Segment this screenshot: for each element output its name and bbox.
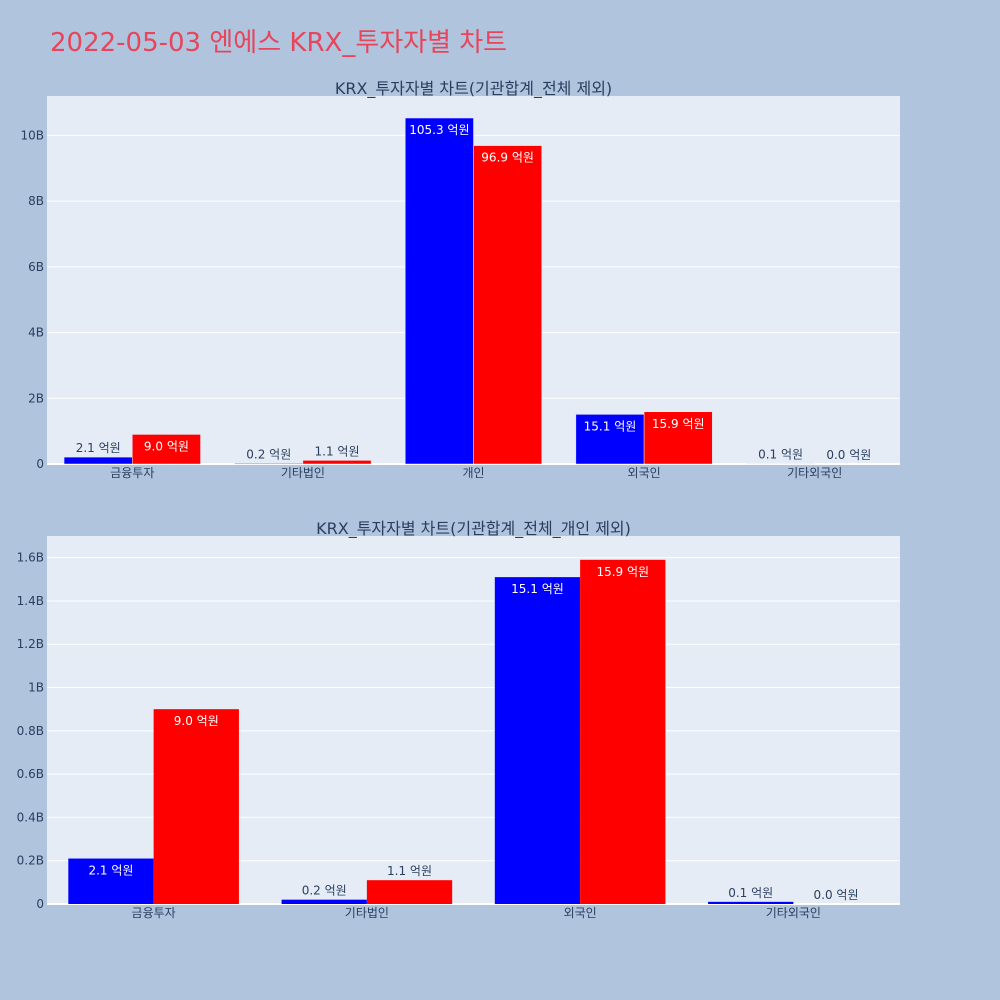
bar [302,460,372,465]
bar [63,456,133,465]
y-tick-label: 1B [28,681,44,695]
bar [132,434,201,465]
x-tick-label: 외국인 [628,466,661,480]
y-tick-label: 1.4B [17,594,44,608]
x-tick-label: 기타법인 [281,466,325,480]
y-tick-label: 0 [36,897,44,911]
data-label: 1.1 억원 [315,444,360,458]
bar [575,414,645,465]
x-tick-label: 개인 [462,466,484,480]
y-tick-label: 0.2B [17,854,44,868]
y-tick-label: 1.2B [17,637,44,651]
y-tick-label: 0.4B [17,810,44,824]
data-label: 0.0 억원 [826,448,871,462]
data-label: 15.1 억원 [584,419,637,433]
bar [153,709,239,904]
data-label: 2.1 억원 [76,441,121,455]
data-label: 0.2 억원 [246,447,291,461]
data-label: 0.0 억원 [814,888,859,902]
y-tick-label: 4B [28,326,44,340]
y-tick-label: 0.8B [17,724,44,738]
data-label: 105.3 억원 [409,123,469,137]
bar [643,411,713,465]
data-label: 9.0 억원 [174,714,219,728]
bar [494,577,581,904]
page-title: 2022-05-03 엔에스 KRX_투자자별 차트 [50,28,508,58]
x-tick-label: 기타법인 [345,906,389,920]
bar [281,899,367,904]
data-label: 15.1 억원 [511,582,564,596]
chart-title-1: KRX_투자자별 차트(기관합계_전체 제외) [335,79,612,99]
x-tick-label: 금융투자 [132,906,176,920]
data-label: 0.2 억원 [302,884,347,898]
bar [366,880,453,904]
data-label: 15.9 억원 [596,565,649,579]
data-label: 96.9 억원 [481,151,534,165]
y-tick-label: 2B [28,391,44,405]
data-label: 0.1 억원 [728,886,773,900]
data-label: 1.1 억원 [387,864,432,878]
bar [68,858,154,904]
data-label: 0.1 억원 [758,448,803,462]
bar [234,463,304,465]
data-label: 9.0 억원 [144,439,189,453]
x-tick-label: 외국인 [564,906,597,920]
x-tick-label: 금융투자 [110,466,154,480]
data-label: 15.9 억원 [652,417,705,431]
bar [473,145,542,465]
bar [580,559,666,904]
chart-title-2: KRX_투자자별 차트(기관합계_전체_개인 제외) [316,519,631,539]
x-tick-label: 기타외국인 [787,466,842,480]
y-tick-label: 8B [28,194,44,208]
y-tick-label: 0 [36,457,44,471]
x-tick-label: 기타외국인 [766,906,821,920]
y-tick-label: 6B [28,260,44,274]
y-tick-label: 0.6B [17,767,44,781]
y-tick-label: 1.6B [17,551,44,565]
bar [708,901,794,904]
data-label: 2.1 억원 [88,864,133,878]
y-tick-label: 10B [20,128,44,142]
bar [405,117,474,465]
